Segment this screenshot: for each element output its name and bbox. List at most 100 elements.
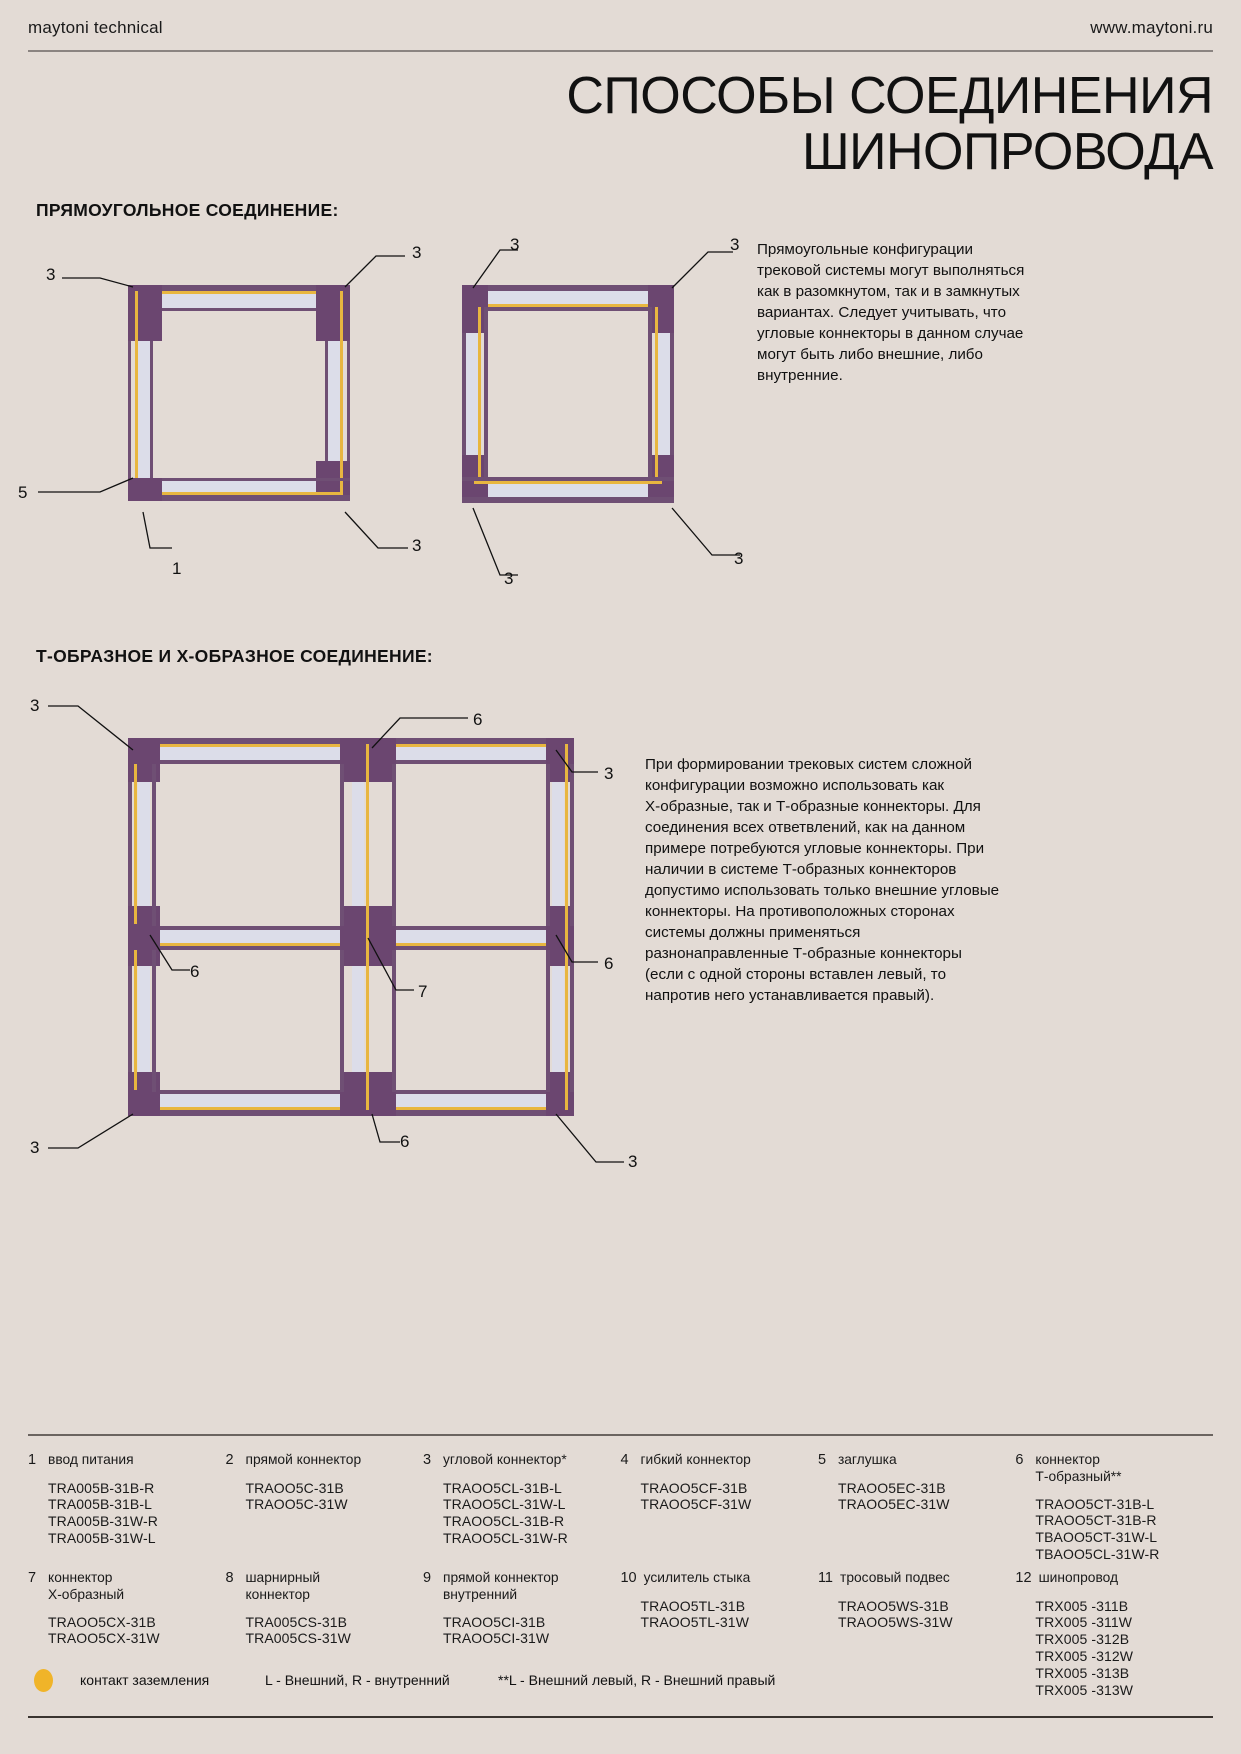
track-b-right-body-inner [648,307,652,481]
legend-codes-10: TRAOO5TL-31B TRAOO5TL-31W [640,1597,750,1631]
grid-center-ground [366,744,369,1110]
legend-codes-5: TRAOO5EC-31B TRAOO5EC-31W [837,1479,950,1513]
callout-3-b-top-right: 3 [730,235,740,254]
legend-name-8: шарнирный коннектор [245,1570,321,1602]
grid-left-ground-b [134,950,137,1090]
legend-item-12: 12 шинопровод TRX005 -311B TRX005 -311W … [1015,1570,1212,1698]
legend-top-divider [28,1434,1213,1436]
callout-6-grid-mid-right: 6 [604,954,614,973]
track-right-body-inner [325,341,328,461]
grid-mid-rail-left [160,930,340,943]
grid-center-body-b [340,950,344,1092]
grid-right-body-inner-b [546,950,550,1092]
legend-item-8: 8 шарнирный коннектор TRA005CS-31B TRA00… [225,1570,422,1698]
page-title-line2: ШИНОПРОВОДА [801,123,1214,182]
legend-codes-12: TRX005 -311B TRX005 -311W TRX005 -312B T… [1035,1597,1134,1698]
callout-3-top-left: 3 [46,265,56,284]
corner-connector-b-top-right [648,285,674,333]
legend-codes-3: TRAOO5CL-31B-L TRAOO5CL-31W-L TRAOO5CL-3… [442,1479,568,1547]
track-bottom-ground [135,492,343,495]
corner-tl-ground [135,291,138,341]
grid-left-body-inner-b [152,950,156,1092]
grid-bottom-rail-left [160,1094,340,1107]
legend-bottom-divider [28,1716,1213,1718]
legend-name-3: угловой коннектор* [442,1452,567,1467]
legend-codes-7: TRAOO5CX-31B TRAOO5CX-31W [48,1613,160,1647]
callout-3-b-top-left: 3 [510,235,520,254]
track-left-ground [135,341,138,491]
legend-row-2: 7 коннектор Х-образный TRAOO5CX-31B TRAO… [28,1570,1213,1698]
legend-row-1: 1 ввод питания TRA005B-31B-R TRA005B-31B… [28,1452,1213,1563]
grid-center-rail-b [352,966,364,1072]
grid-mid-rail-right [396,930,546,943]
brand-label: maytoni technical [28,18,163,37]
track-top-rail [162,294,316,308]
track-right-ground [340,341,343,461]
legend-name-12: шинопровод [1038,1570,1119,1585]
callout-3-top-right: 3 [412,243,422,262]
legend-name-10: усилитель стыка [643,1570,751,1585]
t-connector-grid-mid-right [546,906,574,966]
grid-right-body-inner-a [546,764,550,926]
page-title: СПОСОБЫ СОЕДИНЕНИЯ ШИНОПРОВОДА [313,68,1213,180]
legend-codes-1: TRA005B-31B-R TRA005B-31B-L TRA005B-31W-… [48,1479,158,1547]
legend-number-9: 9 [422,1570,432,1586]
callout-6-grid-top-middle: 6 [473,710,483,729]
corner-connector-b-top-left [462,285,488,333]
legend-name-7: коннектор Х-образный [48,1570,125,1602]
callout-3-b-bottom-right: 3 [734,549,744,568]
callout-3-b-bottom-left: 3 [504,569,514,588]
track-b-bottom-body [462,497,674,503]
grid-center-body-inner-b [392,950,396,1092]
legend-item-4: 4 гибкий коннектор TRAOO5CF-31B TRAOO5CF… [620,1452,817,1563]
grid-center-body-a [340,764,344,926]
callout-leaders-diagram-b [472,249,740,576]
track-left-body-inner [150,341,153,491]
section-heading-t-x: Т-ОБРАЗНОЕ И Х-ОБРАЗНОЕ СОЕДИНЕНИЕ: [36,646,433,666]
track-b-top-ground [474,304,662,307]
legend-number-4: 4 [620,1452,629,1468]
callout-3-grid-bottom-left: 3 [30,1138,40,1157]
grid-left-ground-a [134,764,137,924]
track-b-left-body [462,333,466,455]
legend-codes-2: TRAOO5C-31B TRAOO5C-31W [245,1479,348,1513]
legend-item-6: 6 коннектор Т-образный** TRAOO5CT-31B-L … [1015,1452,1212,1563]
track-b-top-rail [488,291,648,304]
corner-tr-ground [340,291,343,341]
header-divider [28,50,1213,52]
track-top-ground [135,291,343,294]
track-b-left-body-inner [484,307,488,481]
callout-leaders-diagram-c [48,705,624,1163]
legend-number-5: 5 [817,1452,827,1468]
callout-6-grid-bottom-middle: 6 [400,1132,410,1151]
grid-left-body-inner-a [152,764,156,926]
diagram-t-x-grid [128,738,574,1120]
grid-right-rail-a [552,782,564,906]
track-b-bottom-ground [474,481,662,484]
grid-left-body-b [128,966,132,1072]
legend-codes-8: TRA005CS-31B TRA005CS-31W [245,1613,351,1647]
diagram-rectangular-open [128,285,350,501]
track-bottom-rail [162,481,316,495]
legend-number-1: 1 [28,1452,37,1468]
legend-number-7: 7 [28,1570,37,1586]
legend-codes-4: TRAOO5CF-31B TRAOO5CF-31W [640,1479,752,1513]
callout-3-grid-bottom-right: 3 [628,1152,638,1171]
track-b-right-rail [658,333,670,455]
footnote-lr-single: L - Внешний, R - внутренний [265,1672,450,1688]
legend-item-5: 5 заглушка TRAOO5EC-31B TRAOO5EC-31W [818,1452,1015,1563]
section-paragraph-t-x: При формировании трековых систем сложной… [645,756,1000,1004]
grid-right-ground [565,744,568,1110]
callout-leaders-diagram-a [38,255,408,549]
callout-3-bottom-right: 3 [412,536,422,555]
legend-number-2: 2 [225,1452,234,1468]
section-paragraph-rectangular: Прямоугольные конфигурации трековой сист… [757,241,1025,384]
grid-left-rail-a [138,782,150,906]
track-right-rail [328,341,340,461]
callout-3-grid-top-right: 3 [604,764,614,783]
legend-codes-11: TRAOO5WS-31B TRAOO5WS-31W [837,1597,953,1631]
track-top-body [128,285,350,291]
legend-item-10: 10 усилитель стыка TRAOO5TL-31B TRAOO5TL… [620,1570,817,1698]
legend-number-8: 8 [225,1570,234,1586]
legend-name-6: коннектор Т-образный** [1035,1452,1122,1484]
